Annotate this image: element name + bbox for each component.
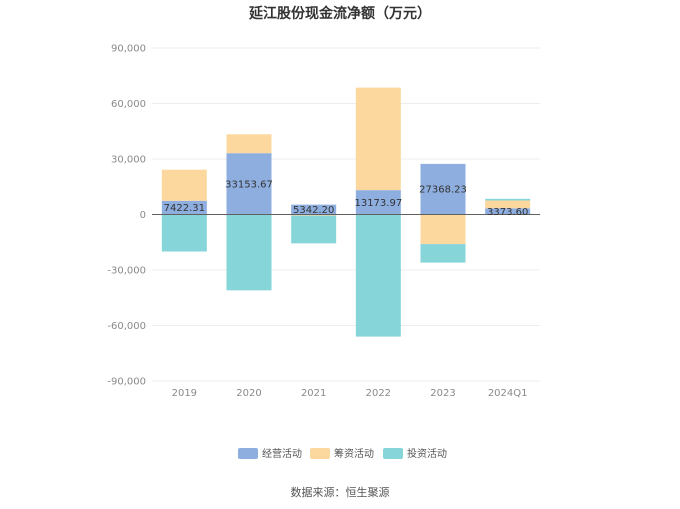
legend-label: 筹资活动 bbox=[334, 447, 374, 460]
x-tick-label: 2021 bbox=[301, 388, 326, 399]
bar-segment bbox=[485, 198, 531, 201]
data-label: 3373.60 bbox=[487, 207, 528, 218]
bar-segment bbox=[355, 190, 401, 215]
x-tick-label: 2023 bbox=[430, 388, 455, 399]
bar-segment bbox=[420, 244, 466, 263]
legend-swatch bbox=[383, 448, 403, 459]
bar-segment bbox=[161, 169, 207, 201]
grid-lines bbox=[152, 47, 540, 382]
x-tick-label: 2022 bbox=[366, 388, 391, 399]
bar-segment bbox=[226, 134, 272, 154]
y-tick-label: -90,000 bbox=[107, 377, 146, 388]
legend-label: 经营活动 bbox=[262, 447, 302, 460]
bars bbox=[161, 87, 531, 337]
bar-segment bbox=[161, 200, 207, 215]
y-tick-label: 90,000 bbox=[111, 44, 146, 55]
data-label: 27368.23 bbox=[419, 185, 467, 196]
data-label: 13173.97 bbox=[354, 198, 402, 209]
data-label: 5342.20 bbox=[293, 205, 334, 216]
x-tick-label: 2024Q1 bbox=[488, 388, 528, 399]
bar-segment bbox=[226, 153, 272, 215]
bar-segment bbox=[291, 214, 337, 216]
bar-segment bbox=[420, 214, 466, 245]
legend: 经营活动 筹资活动 投资活动 bbox=[238, 447, 447, 460]
y-axis-ticks: 90,000 60,000 30,000 0 -30,000 -60,000 -90,000 bbox=[107, 44, 146, 388]
bar-segment bbox=[485, 208, 531, 215]
y-tick-label: 30,000 bbox=[111, 155, 146, 166]
legend-swatch bbox=[310, 448, 330, 459]
y-tick-label: -30,000 bbox=[107, 266, 146, 277]
bar-segment bbox=[355, 214, 401, 337]
x-tick-label: 2020 bbox=[236, 388, 261, 399]
y-tick-label: -60,000 bbox=[107, 321, 146, 332]
x-tick-label: 2019 bbox=[172, 388, 197, 399]
bar-segment bbox=[291, 215, 337, 244]
chart-title: 延江股份现金流净额（万元） bbox=[248, 5, 431, 22]
legend-label: 投资活动 bbox=[407, 447, 447, 460]
bar-segment bbox=[355, 87, 401, 191]
x-axis-ticks: 2019 2020 2021 2022 2023 2024Q1 bbox=[172, 388, 528, 399]
bar-segment bbox=[291, 204, 337, 215]
data-label: 33153.67 bbox=[225, 179, 273, 190]
bar-segment bbox=[420, 163, 466, 215]
bar-segment bbox=[485, 200, 531, 209]
legend-swatch bbox=[238, 448, 258, 459]
source-note: 数据来源：恒生聚源 bbox=[291, 485, 390, 499]
data-labels: 7422.31 33153.67 5342.20 13173.97 27368.23 33… bbox=[164, 179, 529, 218]
y-tick-label: 0 bbox=[140, 210, 146, 221]
bar-segment bbox=[226, 214, 272, 291]
data-label: 7422.31 bbox=[164, 203, 205, 214]
y-tick-label: 60,000 bbox=[111, 99, 146, 110]
bar-segment bbox=[161, 214, 207, 252]
